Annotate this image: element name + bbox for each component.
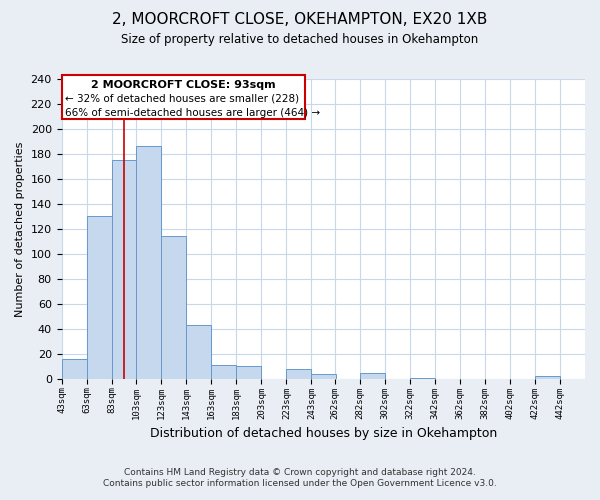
Bar — [112, 160, 136, 379]
Bar — [286, 369, 311, 379]
Bar — [311, 374, 337, 379]
Bar — [187, 325, 211, 379]
Bar — [86, 216, 112, 379]
Bar — [410, 378, 435, 379]
X-axis label: Distribution of detached houses by size in Okehampton: Distribution of detached houses by size … — [149, 427, 497, 440]
Text: ← 32% of detached houses are smaller (228): ← 32% of detached houses are smaller (22… — [65, 94, 299, 104]
Bar — [236, 366, 262, 379]
Text: Size of property relative to detached houses in Okehampton: Size of property relative to detached ho… — [121, 32, 479, 46]
Bar — [360, 372, 385, 379]
Text: Contains HM Land Registry data © Crown copyright and database right 2024.
Contai: Contains HM Land Registry data © Crown c… — [103, 468, 497, 487]
Text: 2, MOORCROFT CLOSE, OKEHAMPTON, EX20 1XB: 2, MOORCROFT CLOSE, OKEHAMPTON, EX20 1XB — [112, 12, 488, 28]
Bar — [62, 359, 86, 379]
Bar — [535, 376, 560, 379]
Text: 2 MOORCROFT CLOSE: 93sqm: 2 MOORCROFT CLOSE: 93sqm — [91, 80, 275, 90]
Bar — [161, 236, 187, 379]
Text: 66% of semi-detached houses are larger (464) →: 66% of semi-detached houses are larger (… — [65, 108, 320, 118]
FancyBboxPatch shape — [62, 76, 305, 119]
Bar — [136, 146, 161, 379]
Y-axis label: Number of detached properties: Number of detached properties — [15, 141, 25, 316]
Bar — [211, 365, 236, 379]
